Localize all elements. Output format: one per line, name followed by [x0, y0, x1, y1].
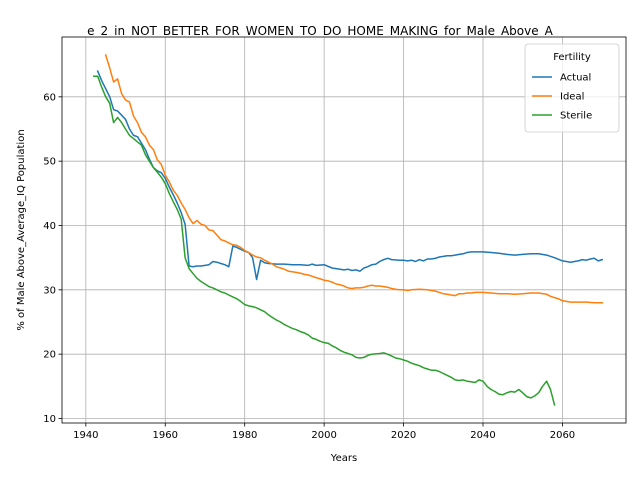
- y-tick-label: 30: [43, 285, 56, 296]
- y-tick-label: 60: [43, 92, 56, 103]
- legend-label-actual: Actual: [560, 73, 591, 84]
- x-tick-label: 2000: [311, 430, 336, 441]
- axis-ticks: 1940 1960 1980 2000 2020 2040 2060 10 20 30 40 50 60: [43, 92, 575, 441]
- y-tick-label: 10: [43, 414, 56, 425]
- grid: [62, 37, 626, 423]
- y-tick-label: 50: [43, 157, 56, 168]
- x-tick-label: 1960: [153, 430, 178, 441]
- x-tick-label: 2040: [470, 430, 495, 441]
- x-tick-label: 2060: [550, 430, 575, 441]
- x-tick-label: 1980: [232, 430, 257, 441]
- y-tick-label: 20: [43, 350, 56, 361]
- x-axis-label: Years: [330, 453, 357, 464]
- plot-frame: [61, 36, 627, 424]
- series-lines: [93, 54, 604, 406]
- legend-box: [524, 43, 620, 133]
- series-line-actual: [96, 70, 604, 281]
- legend-label-sterile: Sterile: [560, 111, 592, 122]
- legend-title: Fertility: [553, 52, 591, 63]
- y-axis-label: % of Male Above_Average_IQ Population: [16, 129, 27, 330]
- x-tick-label: 2020: [391, 430, 416, 441]
- x-tick-label: 1940: [73, 430, 98, 441]
- legend: Fertility Actual Ideal Sterile: [524, 43, 620, 133]
- series-line-ideal: [104, 54, 603, 304]
- legend-label-ideal: Ideal: [560, 92, 584, 103]
- series-line-sterile: [93, 75, 556, 406]
- y-tick-label: 40: [43, 221, 56, 232]
- chart-title: e_2_in_NOT_BETTER_FOR_WOMEN_TO_DO_HOME_M…: [87, 24, 553, 38]
